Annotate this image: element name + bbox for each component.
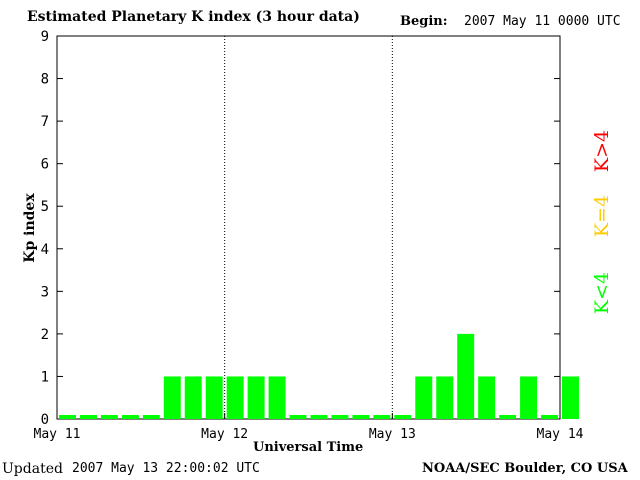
kp-bar: [352, 415, 370, 419]
chart-title: Estimated Planetary K index (3 hour data…: [27, 9, 360, 25]
kp-bar: [331, 415, 349, 419]
y-tick-label: 9: [41, 29, 49, 45]
kp-bar: [373, 415, 391, 419]
kp-bar: [247, 376, 265, 419]
y-tick-label: 0: [41, 412, 49, 428]
x-axis-label: Universal Time: [253, 440, 364, 455]
kp-bar: [457, 333, 475, 419]
kp-bar: [100, 415, 118, 419]
kp-bar: [268, 376, 286, 419]
kp-bar: [415, 376, 433, 419]
y-tick-label: 3: [41, 284, 49, 300]
kp-bar: [226, 376, 244, 419]
x-tick-label: May 12: [201, 427, 248, 442]
y-tick-label: 4: [41, 242, 49, 258]
y-tick-label: 6: [41, 157, 49, 173]
kp-bar: [79, 415, 97, 419]
kp-bar: [436, 376, 454, 419]
kp-bar: [184, 376, 202, 419]
begin-label: Begin:: [400, 14, 448, 29]
y-tick-label: 5: [41, 199, 49, 215]
y-axis-label: Kp index: [22, 193, 38, 263]
kp-bar: [520, 376, 538, 419]
legend-k-less-4: K<4: [591, 271, 613, 315]
y-tick-label: 1: [41, 369, 49, 385]
x-tick-label: May 14: [537, 427, 584, 442]
kp-bar: [163, 376, 181, 419]
legend-k-equal-4: K=4: [591, 194, 613, 238]
kp-bar: [499, 415, 517, 419]
plot-frame: [56, 35, 561, 420]
updated-label: Updated: [2, 461, 63, 477]
begin-value: 2007 May 11 0000 UTC: [464, 14, 621, 29]
x-tick-label: May 13: [369, 427, 416, 442]
y-tick-label: 8: [41, 72, 49, 88]
updated-value: 2007 May 13 22:00:02 UTC: [72, 461, 260, 476]
source-credit: NOAA/SEC Boulder, CO USA: [422, 461, 628, 476]
kp-bar: [562, 376, 579, 419]
kp-bar: [478, 376, 496, 419]
kp-bar: [142, 415, 160, 419]
kp-bar: [289, 415, 307, 419]
kp-bar: [394, 415, 412, 419]
kp-bar: [59, 415, 76, 419]
kp-bar: [205, 376, 223, 419]
kp-bar: [310, 415, 328, 419]
kp-bar: [121, 415, 139, 419]
x-tick-label: May 11: [34, 427, 81, 442]
y-tick-label: 2: [41, 327, 49, 343]
kp-bar: [541, 415, 558, 419]
y-tick-label: 7: [41, 114, 49, 130]
